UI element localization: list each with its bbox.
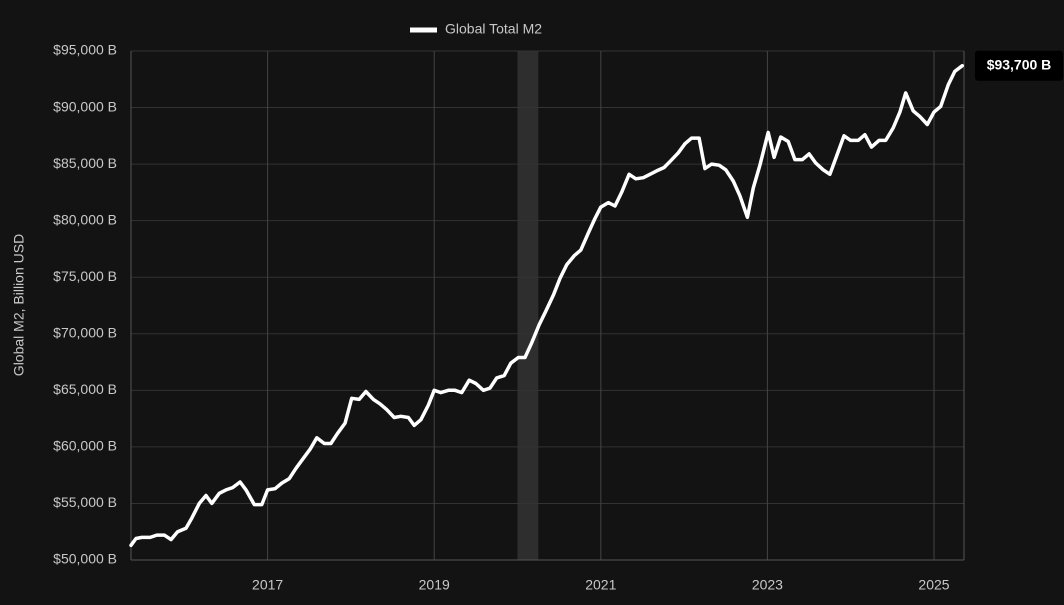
series-line	[129, 63, 965, 548]
y-tick-label: $80,000 B	[53, 211, 117, 227]
y-axis-label: Global M2, Billion USD	[11, 234, 27, 376]
shaded-range	[517, 51, 539, 560]
y-tick-label: $60,000 B	[53, 438, 117, 454]
y-tick-label: $90,000 B	[53, 98, 117, 114]
end-label: $93,700 B	[987, 56, 1052, 72]
y-tick-label: $65,000 B	[53, 381, 117, 397]
y-tick-label: $95,000 B	[53, 42, 117, 58]
x-tick-label: 2019	[419, 577, 450, 593]
x-tick-label: 2023	[752, 577, 783, 593]
legend-label: Global Total M2	[445, 21, 542, 37]
y-tick-label: $75,000 B	[53, 268, 117, 284]
y-tick-label: $50,000 B	[53, 551, 117, 567]
y-tick-label: $55,000 B	[53, 494, 117, 510]
x-tick-label: 2017	[252, 577, 283, 593]
y-tick-label: $85,000 B	[53, 155, 117, 171]
x-tick-label: 2021	[585, 577, 616, 593]
x-tick-label: 2025	[918, 577, 949, 593]
y-tick-label: $70,000 B	[53, 324, 117, 340]
end-label-box	[975, 50, 1063, 81]
